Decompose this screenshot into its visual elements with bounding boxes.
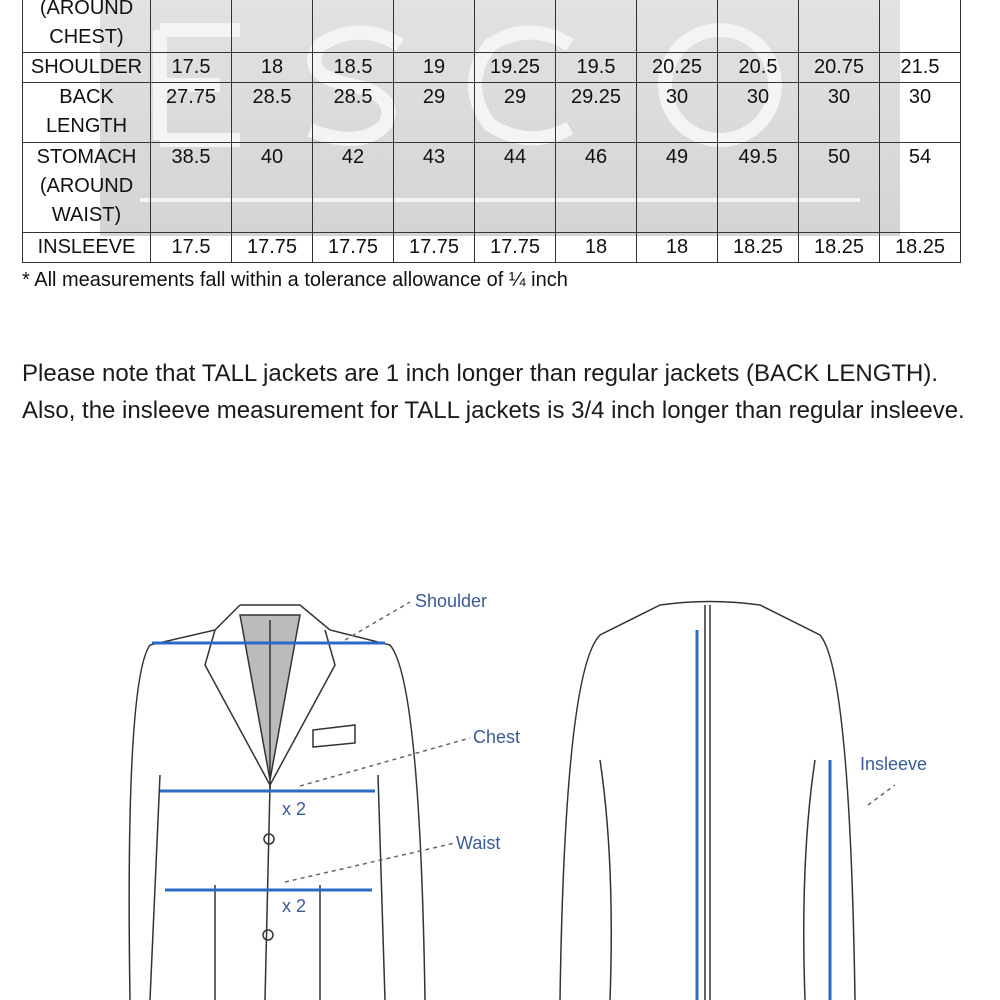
table-cell (879, 0, 961, 53)
table-cell: 28.5 (231, 82, 313, 143)
table-cell: 17.5 (150, 232, 232, 263)
table-cell: 20.25 (636, 52, 718, 83)
table-cell: 18.25 (798, 232, 880, 263)
table-cell: 29 (474, 82, 556, 143)
table-cell: 17.5 (150, 52, 232, 83)
label-waist-multiplier: x 2 (282, 896, 306, 916)
table-cell: 44 (474, 142, 556, 233)
table-cell (393, 0, 475, 53)
row-label: (AROUND CHEST) (22, 0, 151, 53)
table-cell: 29 (393, 82, 475, 143)
table-cell: 18.5 (312, 52, 394, 83)
table-cell (312, 0, 394, 53)
table-cell: 30 (636, 82, 718, 143)
jacket-measurement-diagram: Shoulder Chest Waist x 2 x 2 Insleeve (128, 591, 927, 1000)
table-cell: 17.75 (231, 232, 313, 263)
measurement-arrows (152, 641, 385, 892)
table-cell: 30 (717, 82, 799, 143)
table-row: SHOULDER 17.5 18 18.5 19 19.25 19.5 20.25 20.5 20… (22, 52, 961, 83)
table-cell: 43 (393, 142, 475, 233)
table-cell: 54 (879, 142, 961, 233)
table-cell (150, 0, 232, 53)
table-cell: 28.5 (312, 82, 394, 143)
table-cell: 49 (636, 142, 718, 233)
back-jacket (559, 600, 856, 1000)
table-cell: 18 (231, 52, 313, 83)
table-row: STOMACH (AROUND WAIST) 38.5 40 42 43 44 46 49 49… (22, 142, 961, 233)
table-row: BACK LENGTH 27.75 28.5 28.5 29 29 29.25 30 30 30 3… (22, 82, 961, 143)
table-cell (636, 0, 718, 53)
table-cell: 20.75 (798, 52, 880, 83)
table-cell: 18.25 (879, 232, 961, 263)
table-cell: 50 (798, 142, 880, 233)
row-label: STOMACH (AROUND WAIST) (22, 142, 151, 233)
table-cell: 27.75 (150, 82, 232, 143)
row-label: SHOULDER (22, 52, 151, 83)
table-cell: 19.5 (555, 52, 637, 83)
table-cell: 42 (312, 142, 394, 233)
table-cell: 38.5 (150, 142, 232, 233)
label-chest: Chest (473, 727, 520, 747)
row-label: BACK LENGTH (22, 82, 151, 143)
table-cell (231, 0, 313, 53)
table-cell: 17.75 (393, 232, 475, 263)
table-cell: 20.5 (717, 52, 799, 83)
label-insleeve: Insleeve (860, 754, 927, 774)
table-cell: 30 (798, 82, 880, 143)
table-cell: 40 (231, 142, 313, 233)
front-jacket (128, 604, 426, 1000)
table-row: INSLEEVE 17.5 17.75 17.75 17.75 17.75 18 18 18.2… (22, 232, 961, 263)
table-cell: 19 (393, 52, 475, 83)
table-cell: 29.25 (555, 82, 637, 143)
leader-lines (284, 601, 896, 883)
tall-jacket-note: Please note that TALL jackets are 1 inch… (22, 360, 965, 424)
table-cell: 18 (636, 232, 718, 263)
table-cell (555, 0, 637, 53)
table-cell: 18.25 (717, 232, 799, 263)
table-cell (798, 0, 880, 53)
back-and-insleeve-arrows (695, 630, 832, 1000)
row-label: INSLEEVE (22, 232, 151, 263)
table-cell: 19.25 (474, 52, 556, 83)
table-cell (474, 0, 556, 53)
label-shoulder: Shoulder (415, 591, 487, 611)
table-cell: 17.75 (312, 232, 394, 263)
label-waist: Waist (456, 833, 500, 853)
table-cell: 17.75 (474, 232, 556, 263)
table-cell: 46 (555, 142, 637, 233)
tolerance-note: * All measurements fall within a toleran… (22, 269, 568, 291)
table-cell (717, 0, 799, 53)
label-chest-multiplier: x 2 (282, 799, 306, 819)
table-cell: 21.5 (879, 52, 961, 83)
table-cell: 18 (555, 232, 637, 263)
table-cell: 30 (879, 82, 961, 143)
table-row: (AROUND CHEST) (22, 0, 961, 53)
size-chart-table: (AROUND CHEST) SHOULDER 17.5 18 18.5 19 19.25 1… (22, 0, 961, 263)
table-cell: 49.5 (717, 142, 799, 233)
